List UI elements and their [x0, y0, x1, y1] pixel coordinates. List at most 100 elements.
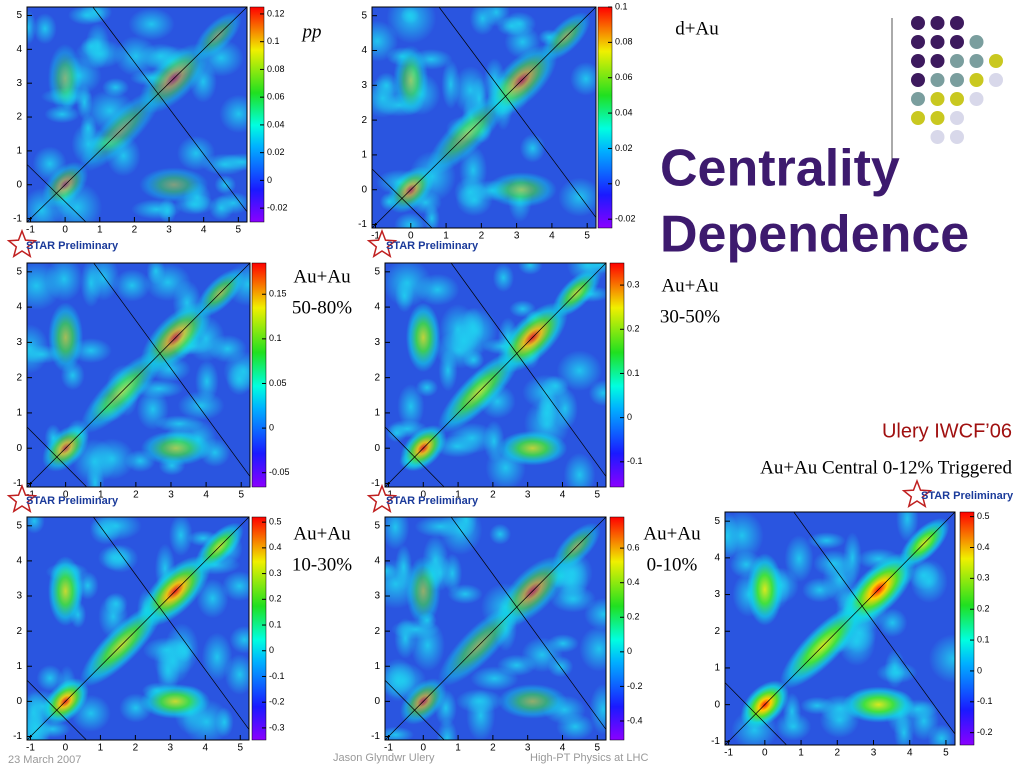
- colorbar-tick-label: 0.3: [977, 573, 990, 583]
- y-tick-label: 0: [361, 184, 367, 195]
- patch: [807, 532, 846, 550]
- colorbar-tick-label: 0.04: [267, 119, 285, 129]
- diagonal: [27, 680, 87, 740]
- patch: [196, 578, 229, 619]
- dot: [911, 35, 925, 49]
- y-tick-label: -1: [711, 736, 720, 747]
- colorbar-tick-label: 0.08: [615, 37, 633, 47]
- patch: [469, 7, 496, 36]
- plot-frame: [724, 511, 956, 746]
- dot: [930, 130, 945, 144]
- diagonal: [92, 7, 247, 213]
- plot-frame: [371, 6, 597, 229]
- x-tick-label: 4: [907, 748, 913, 759]
- decor-dots: [911, 16, 1003, 144]
- colorbar-tick-label: 0.1: [615, 1, 628, 11]
- footer-event: High-PT Physics at LHC: [530, 752, 648, 764]
- y-tick-label: 0: [374, 443, 380, 454]
- dot: [950, 73, 964, 87]
- patch: [89, 517, 122, 545]
- patch: [438, 349, 458, 392]
- diagonal: [27, 263, 250, 487]
- patch: [589, 683, 606, 735]
- diagonal: [27, 517, 249, 740]
- panel-label: 0-10%: [647, 554, 698, 575]
- patch: [195, 360, 219, 403]
- x-tick-label: 3: [168, 743, 174, 754]
- patch: [27, 324, 49, 374]
- dot: [911, 92, 925, 106]
- logo-text: STAR Preliminary: [921, 490, 1014, 502]
- colorbar-tick-label: 0: [977, 665, 982, 675]
- y-tick-label: 1: [16, 661, 22, 672]
- dot: [969, 35, 984, 49]
- y-tick-label: 5: [714, 516, 720, 527]
- x-tick-label: 5: [943, 748, 949, 759]
- star-logo: [901, 478, 933, 508]
- panel-label: d+Au: [675, 18, 719, 39]
- colorbar-tick-label: 0.15: [269, 289, 287, 299]
- x-tick-label: 3: [168, 490, 174, 501]
- colorbar-tick-label: -0.02: [615, 214, 636, 224]
- patch: [415, 378, 439, 397]
- patch: [442, 553, 463, 594]
- dot: [911, 73, 925, 87]
- colorbar-tick-label: 0.2: [269, 594, 282, 604]
- y-tick-label: -1: [371, 731, 380, 742]
- heatmap: [385, 263, 606, 487]
- colorbar-tick-label: 0.02: [267, 147, 285, 157]
- dot: [930, 111, 945, 125]
- dot: [930, 54, 945, 68]
- y-tick-label: 1: [374, 408, 380, 419]
- heatmap: [385, 517, 606, 740]
- patch: [114, 35, 158, 77]
- footer-author: Jason Glyndwr Ulery: [333, 752, 435, 764]
- panel-label: Au+Au: [661, 275, 719, 296]
- x-tick-label: 1: [97, 225, 103, 236]
- y-tick-label: 3: [16, 591, 22, 602]
- panel-label: Au+Au: [293, 523, 351, 544]
- diagonal: [438, 7, 596, 218]
- x-tick-label: -1: [26, 225, 35, 236]
- patch: [394, 212, 427, 228]
- x-tick-label: 0: [408, 231, 414, 242]
- blob: [47, 43, 83, 114]
- colorbar-tick-label: 0: [627, 412, 632, 422]
- patch: [36, 664, 64, 692]
- diagonal: [93, 517, 249, 730]
- y-tick-label: 4: [16, 44, 22, 55]
- patch: [436, 718, 458, 740]
- x-tick-label: 1: [455, 743, 461, 754]
- star-logo: [366, 483, 398, 513]
- colorbar-tick-label: 0.5: [977, 511, 990, 521]
- patch: [423, 203, 440, 228]
- colorbar-tick-label: 0: [615, 178, 620, 188]
- colorbar-tick-label: 0: [269, 422, 274, 432]
- x-tick-label: 3: [166, 225, 172, 236]
- patch: [101, 77, 130, 97]
- panel-label: pp: [301, 21, 322, 42]
- heatmap: [27, 263, 250, 487]
- y-tick-label: -1: [13, 731, 22, 742]
- footer-date: 23 March 2007: [8, 754, 81, 766]
- colorbar-tick-label: 0.4: [977, 542, 990, 552]
- x-tick-label: 1: [98, 490, 104, 501]
- dot: [950, 92, 964, 106]
- colorbar-tick-label: 0.1: [269, 333, 282, 343]
- colorbar-tick-label: 0.5: [269, 517, 282, 527]
- diagonal: [93, 263, 250, 477]
- dot: [989, 54, 1003, 68]
- colorbar-tick-label: -0.4: [627, 715, 643, 725]
- y-tick-label: 5: [16, 10, 22, 21]
- x-tick-label: 2: [133, 743, 139, 754]
- patch: [400, 7, 420, 24]
- x-tick-label: 0: [62, 225, 68, 236]
- colorbar-tick-label: 0.2: [627, 612, 640, 622]
- y-tick-label: -1: [358, 219, 367, 230]
- patch: [462, 350, 485, 370]
- patch: [556, 350, 603, 392]
- diagonal: [27, 426, 87, 487]
- colorbar-tick-label: -0.3: [269, 722, 285, 732]
- x-tick-label: 5: [236, 225, 242, 236]
- patch: [541, 375, 569, 397]
